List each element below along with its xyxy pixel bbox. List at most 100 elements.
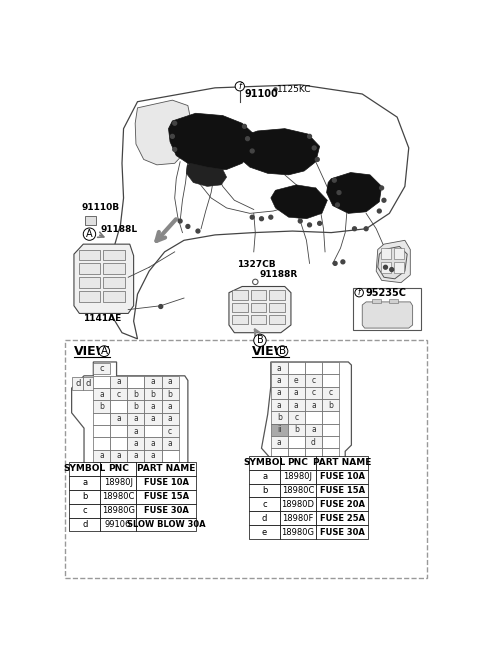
Text: b: b (262, 486, 267, 495)
Bar (389, 299, 398, 303)
Text: 18980G: 18980G (281, 528, 314, 536)
Polygon shape (262, 362, 351, 479)
Circle shape (308, 223, 312, 227)
Text: PNC: PNC (288, 458, 308, 467)
Bar (305, 362, 322, 374)
Bar (269, 290, 285, 299)
Bar (305, 374, 322, 386)
Bar (232, 290, 248, 299)
Bar (69, 490, 100, 504)
Bar (305, 460, 322, 473)
Bar (353, 288, 421, 330)
Bar (136, 504, 196, 517)
Bar (127, 376, 144, 388)
Bar (249, 512, 280, 525)
Text: 18980D: 18980D (281, 500, 314, 509)
Bar (93, 425, 110, 438)
Polygon shape (378, 246, 407, 279)
Bar (144, 388, 162, 400)
Bar (144, 413, 162, 425)
Text: FUSE 20A: FUSE 20A (320, 500, 365, 509)
Bar (305, 399, 322, 411)
Text: a: a (151, 402, 156, 411)
Text: A: A (101, 346, 108, 356)
Polygon shape (168, 113, 254, 170)
Bar (251, 315, 266, 324)
Text: a: a (277, 388, 282, 398)
Text: VIEW: VIEW (252, 345, 288, 358)
Bar (316, 456, 369, 470)
Bar (144, 438, 162, 450)
Bar (162, 388, 179, 400)
Circle shape (355, 288, 363, 297)
Text: a: a (117, 415, 121, 423)
Bar (103, 250, 125, 260)
Bar (288, 436, 305, 448)
Text: c: c (294, 413, 299, 422)
Text: a: a (294, 462, 299, 471)
Bar (100, 517, 136, 531)
Text: d: d (86, 379, 91, 388)
Text: a: a (311, 401, 316, 409)
Bar (72, 377, 83, 390)
Bar (271, 460, 288, 473)
Bar (249, 456, 280, 470)
Circle shape (269, 215, 273, 219)
Bar (322, 374, 339, 386)
Bar (271, 436, 288, 448)
Text: 1327CB: 1327CB (237, 261, 276, 269)
Text: PART NAME: PART NAME (313, 458, 372, 467)
Bar (271, 399, 288, 411)
Text: 91110B: 91110B (82, 204, 120, 212)
Circle shape (246, 137, 250, 141)
Bar (100, 490, 136, 504)
Bar (93, 438, 110, 450)
Bar (79, 277, 100, 288)
Bar (127, 438, 144, 450)
Text: A: A (86, 229, 93, 239)
Bar (271, 448, 288, 460)
Bar (65, 341, 427, 578)
Bar (280, 498, 316, 512)
Text: FUSE 15A: FUSE 15A (320, 486, 365, 495)
Bar (110, 413, 127, 425)
Text: d: d (75, 379, 81, 388)
Circle shape (390, 268, 394, 271)
Text: a: a (133, 415, 138, 423)
Bar (162, 376, 179, 388)
Circle shape (250, 215, 254, 219)
Bar (316, 512, 369, 525)
Bar (249, 498, 280, 512)
Bar (127, 413, 144, 425)
Bar (79, 250, 100, 260)
Bar (103, 277, 125, 288)
Bar (103, 291, 125, 302)
Text: 95235C: 95235C (365, 288, 407, 297)
Bar (136, 462, 196, 476)
Text: c: c (312, 388, 315, 398)
Bar (280, 512, 316, 525)
Bar (305, 386, 322, 399)
Circle shape (274, 88, 277, 91)
Circle shape (99, 346, 109, 356)
Text: a: a (311, 425, 316, 434)
Bar (249, 483, 280, 498)
Circle shape (380, 186, 384, 190)
Bar (271, 362, 288, 374)
Text: a: a (168, 402, 172, 411)
Text: c: c (328, 388, 333, 398)
Bar (288, 386, 305, 399)
Bar (288, 448, 305, 460)
Polygon shape (72, 362, 188, 476)
Text: a: a (294, 388, 299, 398)
Text: a: a (133, 451, 138, 460)
Bar (305, 424, 322, 436)
Circle shape (260, 217, 264, 221)
Text: a: a (151, 439, 156, 448)
Bar (316, 470, 369, 483)
Bar (322, 362, 339, 374)
Text: a: a (168, 377, 172, 386)
Text: d: d (82, 520, 87, 529)
Bar (93, 400, 110, 413)
Text: FUSE 25A: FUSE 25A (320, 514, 365, 523)
